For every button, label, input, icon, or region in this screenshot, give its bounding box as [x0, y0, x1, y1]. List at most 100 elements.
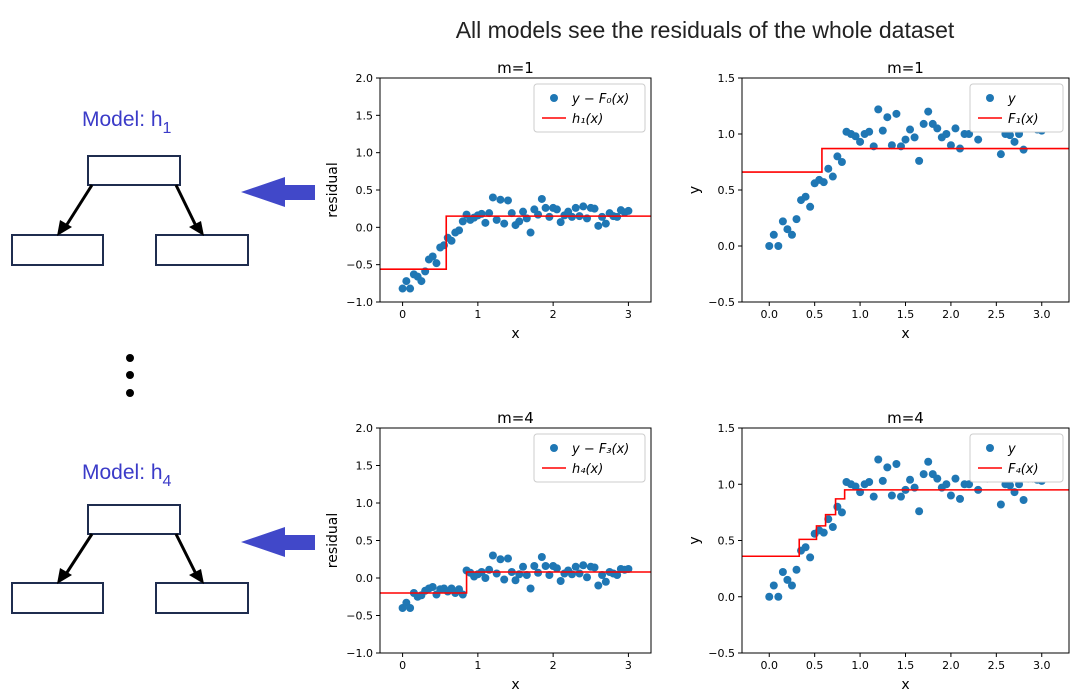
- data-point: [492, 569, 501, 578]
- data-point: [896, 492, 905, 501]
- data-point: [996, 500, 1005, 509]
- x-tick-label: 0.0: [761, 308, 779, 321]
- step-function-line: [742, 489, 1069, 558]
- data-point: [906, 475, 915, 484]
- tree-root-node: [87, 504, 181, 535]
- data-point: [933, 124, 942, 133]
- data-point: [624, 565, 633, 573]
- data-point: [924, 457, 933, 466]
- data-point: [579, 561, 588, 570]
- data-point: [541, 562, 550, 570]
- decision-tree-icon: [11, 504, 249, 614]
- data-point: [965, 480, 974, 489]
- data-point: [801, 543, 810, 552]
- tree-left-leaf: [11, 234, 104, 266]
- data-point: [417, 277, 426, 286]
- chart-residual-m1: m=1 −1.0 −0.5 0.0 0.5 1.0 1.5 2.0 0 1 2 3 x residual y…: [325, 59, 652, 342]
- data-point: [526, 228, 535, 237]
- data-point: [511, 576, 520, 585]
- tree-root-node: [87, 155, 181, 186]
- scatter-series: [398, 193, 633, 293]
- data-point: [865, 478, 874, 486]
- model-4-label: Model: h4: [82, 461, 172, 490]
- legend-box: [533, 433, 646, 483]
- data-point: [906, 125, 915, 134]
- data-point: [765, 592, 774, 601]
- chart-title: m=1: [887, 59, 924, 77]
- data-point: [552, 205, 561, 214]
- y-tick-label: 1.0: [718, 478, 736, 491]
- data-point: [910, 133, 919, 142]
- legend-box: [533, 83, 646, 133]
- x-tick-label: 3.0: [1033, 659, 1051, 672]
- data-point: [575, 569, 584, 578]
- chart-residual-m4: m=4 −1.0 −0.5 0.0 0.5 1.0 1.5 2.0 0 1 2 3 x residual y…: [325, 409, 652, 693]
- data-point: [878, 126, 887, 135]
- legend: y − F₀(x) h₁(x): [533, 83, 646, 133]
- x-tick-label: 3: [625, 308, 632, 321]
- data-point: [792, 565, 801, 574]
- data-point: [946, 491, 955, 500]
- data-point: [915, 156, 924, 165]
- y-tick-label: −0.5: [346, 610, 373, 623]
- legend-scatter-marker: [550, 444, 558, 452]
- tree-right-leaf: [155, 234, 249, 266]
- data-point: [428, 252, 437, 261]
- data-point: [792, 215, 801, 224]
- data-point: [503, 554, 512, 563]
- data-point: [951, 474, 960, 483]
- legend: y − F₃(x) h₄(x): [533, 433, 646, 483]
- data-point: [801, 192, 810, 201]
- data-point: [552, 564, 561, 573]
- data-point: [946, 141, 955, 150]
- data-point: [851, 482, 860, 491]
- data-point: [458, 217, 467, 226]
- x-tick-label: 3: [625, 659, 632, 672]
- data-point: [828, 172, 837, 181]
- data-point: [579, 202, 588, 211]
- y-tick-label: 0.5: [356, 184, 374, 197]
- x-axis-label: x: [511, 677, 519, 693]
- data-point: [806, 202, 815, 211]
- x-tick-label: 2.5: [988, 659, 1006, 672]
- data-point: [787, 581, 796, 590]
- data-point: [406, 604, 415, 612]
- legend-scatter-label: y: [1007, 92, 1016, 107]
- y-tick-label: 1.0: [718, 128, 736, 141]
- scatter-series: [398, 551, 633, 612]
- x-tick-label: 2: [550, 308, 557, 321]
- legend-line-label: h₁(x): [572, 112, 603, 127]
- data-point: [837, 508, 846, 517]
- data-point: [769, 581, 778, 590]
- tree-right-leaf: [155, 582, 249, 614]
- data-point: [447, 236, 456, 245]
- y-tick-label: 1.5: [356, 109, 374, 122]
- data-point: [874, 105, 883, 114]
- data-point: [892, 109, 901, 118]
- data-point: [507, 209, 516, 218]
- data-point: [919, 119, 928, 128]
- tree-branch-arrows: [57, 533, 204, 584]
- page-title: All models see the residuals of the whol…: [456, 17, 955, 43]
- x-tick-label: 1: [474, 308, 481, 321]
- model-1-label: Model: h1: [82, 108, 172, 137]
- data-point: [594, 221, 603, 230]
- y-tick-label: −0.5: [708, 296, 735, 309]
- data-point: [492, 215, 501, 224]
- data-point: [851, 132, 860, 141]
- data-point: [874, 455, 883, 464]
- step-function-line: [742, 147, 1069, 173]
- legend-scatter-marker: [550, 94, 558, 102]
- data-point: [613, 571, 622, 579]
- y-tick-label: −0.5: [708, 647, 735, 660]
- data-point: [778, 217, 787, 226]
- x-tick-label: 2.0: [942, 659, 960, 672]
- data-point: [458, 590, 467, 599]
- data-point: [956, 494, 964, 503]
- data-point: [887, 141, 896, 150]
- data-point: [545, 571, 554, 579]
- y-axis-label: residual: [325, 513, 341, 568]
- x-tick-label: 1: [474, 659, 481, 672]
- step-function-line: [380, 215, 651, 270]
- data-point: [402, 277, 411, 286]
